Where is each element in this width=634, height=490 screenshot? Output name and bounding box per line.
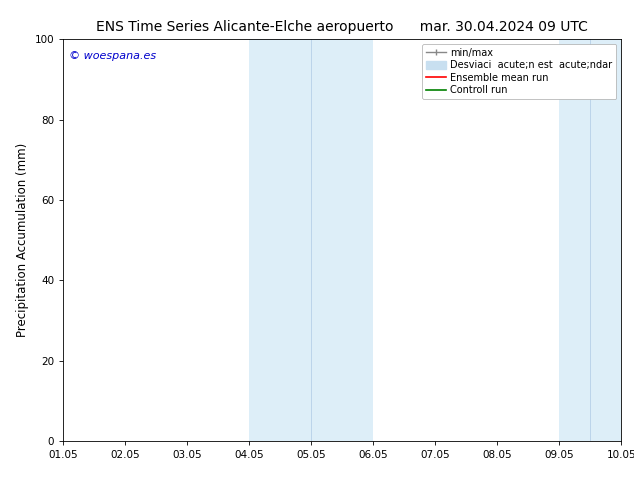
Legend: min/max, Desviaci  acute;n est  acute;ndar, Ensemble mean run, Controll run: min/max, Desviaci acute;n est acute;ndar…: [422, 44, 616, 99]
Y-axis label: Precipitation Accumulation (mm): Precipitation Accumulation (mm): [16, 143, 29, 337]
Title: ENS Time Series Alicante-Elche aeropuerto      mar. 30.04.2024 09 UTC: ENS Time Series Alicante-Elche aeropuert…: [96, 20, 588, 34]
Text: © woespana.es: © woespana.es: [69, 51, 156, 61]
Bar: [559, 39, 621, 441]
Bar: [249, 39, 373, 441]
